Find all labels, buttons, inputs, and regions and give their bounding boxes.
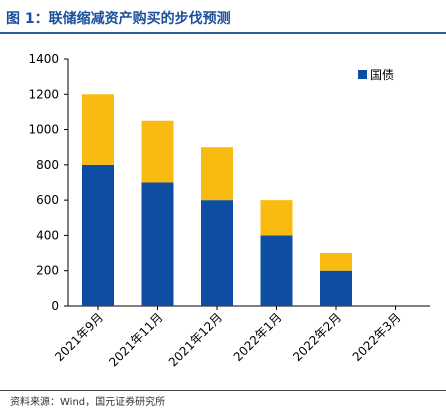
bar-segment-treasury — [320, 270, 352, 306]
bar-segment-treasury — [201, 200, 233, 306]
bar-segment-other — [260, 200, 293, 236]
legend-label: 国债 — [370, 68, 394, 82]
x-tick-label: 2022年3月 — [350, 310, 404, 364]
y-tick-label: 200 — [36, 264, 59, 278]
x-tick-label: 2021年12月 — [166, 310, 225, 369]
x-tick-label: 2022年1月 — [231, 310, 285, 364]
axes — [64, 58, 430, 310]
y-tick-label: 400 — [36, 228, 59, 242]
figure-title: 图 1：联储缩减资产购买的步伐预测 — [6, 11, 231, 27]
y-tick-label: 1200 — [28, 87, 59, 101]
legend: 国债 — [358, 68, 394, 82]
title-rule — [0, 32, 446, 34]
y-tick-label: 1000 — [28, 123, 59, 137]
source-note: 资料来源：Wind，国元证券研究所 — [10, 397, 166, 408]
legend-swatch — [358, 70, 367, 79]
y-tick-label: 0 — [51, 299, 59, 313]
y-tick-labels: 0 200 400 600 800 1000 1200 1400 — [28, 52, 59, 313]
y-tick-label: 1400 — [28, 52, 59, 66]
bar-segment-treasury — [82, 164, 114, 306]
x-tick-label: 2021年9月 — [52, 310, 106, 364]
bar-segment-other — [82, 94, 114, 165]
bars — [82, 94, 352, 306]
bar-segment-other — [320, 253, 352, 271]
y-tick-label: 800 — [36, 158, 59, 172]
bar-segment-treasury — [141, 182, 174, 306]
x-tick-label: 2021年11月 — [106, 310, 165, 369]
bar-segment-treasury — [260, 235, 293, 306]
source-rule — [0, 390, 446, 391]
bar-segment-other — [141, 120, 174, 183]
bar-segment-other — [201, 147, 233, 201]
x-tick-label: 2022年2月 — [290, 310, 344, 364]
x-tick-labels: 2021年9月 2021年11月 2021年12月 2022年1月 2022年2月 202… — [52, 310, 403, 369]
y-tick-label: 600 — [36, 193, 59, 207]
